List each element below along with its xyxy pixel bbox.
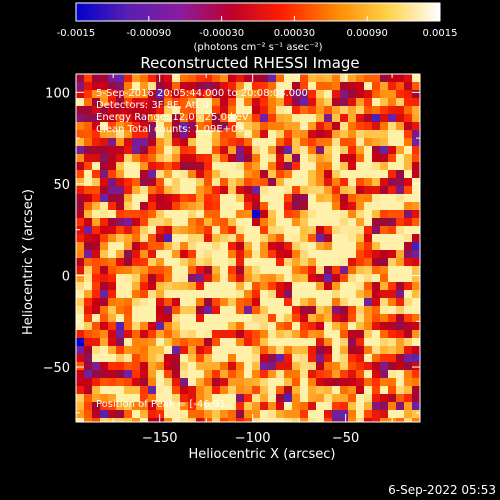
colorbar-tick-label: -0.0015 [57,28,96,39]
heatmap-image [76,74,420,422]
annotation-peak-position: Position of Peak = [-46.91, [96,399,229,410]
colorbar-tick-label: 0.00030 [274,28,315,39]
colorbar-tick-label: 0.00090 [347,28,388,39]
plot-frame [75,73,421,423]
colorbar-ticks: -0.0015 -0.00090 -0.00030 0.00030 0.00090 0.0… [57,16,458,39]
colorbar-unit-label: (photons cm⁻² s⁻¹ asec⁻²) [193,42,322,53]
x-tick-label: −50 [332,431,359,446]
colorbar [75,2,441,22]
chart-title: Reconstructed RHESSI Image [140,54,359,72]
y-tick-label: 100 [45,86,70,101]
y-tick-label: 0 [62,269,70,284]
colorbar-tick-label: -0.00030 [199,28,244,39]
x-tick-label: −150 [142,431,178,446]
colorbar-tick-label: 0.0015 [423,28,458,39]
colorbar-tick-label: -0.00090 [126,28,171,39]
y-tick-label: −50 [43,361,70,376]
annotation-energy-range: Energy Range: 12.0 - 25.0 keV [96,112,249,123]
x-tick-label: −100 [235,431,271,446]
annotation-time-range: 5-Sep-2016 20:05:44.000 to 20:08:08.000 [96,88,308,99]
y-tick-label: 50 [53,178,70,193]
axes-ticks: −150 −100 −50 −50 0 50 100 [43,74,420,446]
y-axis-label: Heliocentric Y (arcsec) [21,189,36,335]
annotation-clean-counts: Clean Total counts: 1.09E+03 [96,124,244,135]
annotation-detectors: Detectors: 3F 8F, Att 0 [96,100,209,111]
footer-timestamp: 6-Sep-2022 05:53 [388,483,496,497]
x-axis-label: Heliocentric X (arcsec) [189,447,336,462]
